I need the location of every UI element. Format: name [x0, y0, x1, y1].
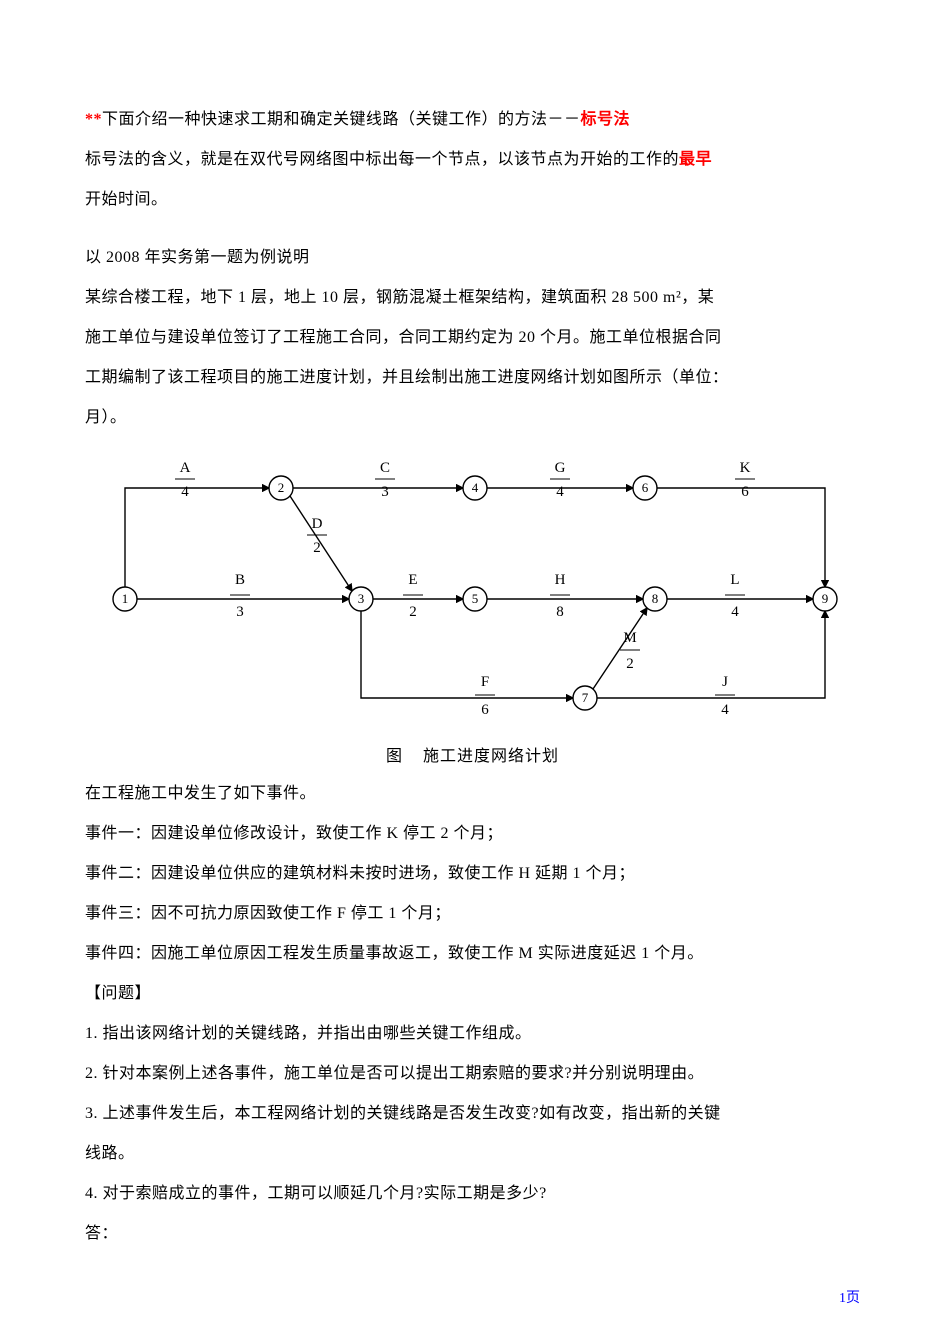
- intro-line-3: 开始时间。: [85, 180, 860, 220]
- question-4: 4. 对于索赔成立的事件，工期可以顺延几个月?实际工期是多少?: [85, 1174, 860, 1214]
- edge-label-B: B: [235, 572, 245, 588]
- node-label-3: 3: [358, 591, 365, 606]
- node-label-4: 4: [472, 480, 479, 495]
- example-title: 以 2008 年实务第一题为例说明: [85, 238, 860, 278]
- node-label-2: 2: [278, 480, 285, 495]
- edge-dur-G: 4: [556, 484, 564, 500]
- edge-A: [125, 488, 269, 587]
- earliest-word: 最早: [679, 151, 712, 168]
- edge-dur-M: 2: [626, 656, 634, 672]
- node-label-7: 7: [582, 690, 589, 705]
- example-p4: 月）。: [85, 398, 860, 438]
- node-label-9: 9: [822, 591, 829, 606]
- page-number-text: 1页: [839, 1291, 860, 1306]
- edge-dur-J: 4: [721, 702, 729, 718]
- diagram-caption: 图 施工进度网络计划: [85, 739, 860, 774]
- event-1: 事件一：因建设单位修改设计，致使工作 K 停工 2 个月；: [85, 814, 860, 854]
- intro-line-1: **下面介绍一种快速求工期和确定关键线路（关键工作）的方法－－标号法: [85, 100, 860, 140]
- edge-label-J: J: [722, 674, 728, 690]
- edge-F: [361, 611, 573, 698]
- edge-dur-E: 2: [409, 604, 417, 620]
- edge-label-C: C: [380, 460, 390, 476]
- caption-fig: 图: [386, 748, 403, 765]
- node-label-8: 8: [652, 591, 659, 606]
- edge-label-A: A: [180, 460, 191, 476]
- edge-dur-B: 3: [236, 604, 244, 620]
- caption-text: 施工进度网络计划: [423, 748, 559, 765]
- edge-label-E: E: [408, 572, 417, 588]
- event-3: 事件三：因不可抗力原因致使工作 F 停工 1 个月；: [85, 894, 860, 934]
- events-intro: 在工程施工中发生了如下事件。: [85, 774, 860, 814]
- question-3: 3. 上述事件发生后，本工程网络计划的关键线路是否发生改变?如有改变，指出新的关…: [85, 1094, 860, 1134]
- event-2: 事件二：因建设单位供应的建筑材料未按时进场，致使工作 H 延期 1 个月；: [85, 854, 860, 894]
- edge-label-H: H: [555, 572, 566, 588]
- intro-text-2a: 标号法的含义，就是在双代号网络图中标出每一个节点，以该节点为开始的工作的: [85, 151, 679, 168]
- question-2: 2. 针对本案例上述各事件，施工单位是否可以提出工期索赔的要求?并分别说明理由。: [85, 1054, 860, 1094]
- question-3b: 线路。: [85, 1134, 860, 1174]
- node-label-6: 6: [642, 480, 649, 495]
- leading-stars: **: [85, 111, 102, 128]
- edge-label-F: F: [481, 674, 489, 690]
- edge-label-K: K: [740, 460, 751, 476]
- edge-dur-C: 3: [381, 484, 389, 500]
- questions-title: 【问题】: [85, 974, 860, 1014]
- edge-label-M: M: [623, 630, 636, 646]
- example-p2: 施工单位与建设单位签订了工程施工合同，合同工期约定为 20 个月。施工单位根据合…: [85, 318, 860, 358]
- edge-K: [657, 488, 825, 587]
- edge-dur-A: 4: [181, 484, 189, 500]
- edge-dur-L: 4: [731, 604, 739, 620]
- node-label-1: 1: [122, 591, 129, 606]
- edge-dur-K: 6: [741, 484, 749, 500]
- answer-label: 答：: [85, 1214, 860, 1254]
- method-name: 标号法: [581, 111, 631, 128]
- edge-J: [597, 611, 825, 698]
- example-p3: 工期编制了该工程项目的施工进度计划，并且绘制出施工进度网络计划如图所示（单位：: [85, 358, 860, 398]
- example-p1: 某综合楼工程，地下 1 层，地上 10 层，钢筋混凝土框架结构，建筑面积 28 …: [85, 278, 860, 318]
- edge-dur-H: 8: [556, 604, 564, 620]
- page-number: 1页: [839, 1287, 860, 1307]
- network-diagram-wrap: A 4 B 3 C 3 D 2 E 2 F 6 G 4 H 8 J 4 K 6 L 4 M 2 1 2 3 4 5 6 7 8 9 图 施工进度…: [85, 444, 860, 774]
- network-diagram: A 4 B 3 C 3 D 2 E 2 F 6 G 4 H 8 J 4 K 6 L 4 M 2 1 2 3 4 5 6 7 8 9: [85, 444, 860, 734]
- intro-line-2: 标号法的含义，就是在双代号网络图中标出每一个节点，以该节点为开始的工作的最早: [85, 140, 860, 180]
- node-label-5: 5: [472, 591, 479, 606]
- event-4: 事件四：因施工单位原因工程发生质量事故返工，致使工作 M 实际进度延迟 1 个月…: [85, 934, 860, 974]
- edge-label-G: G: [555, 460, 566, 476]
- question-1: 1. 指出该网络计划的关键线路，并指出由哪些关键工作组成。: [85, 1014, 860, 1054]
- edge-dur-D: 2: [313, 540, 321, 556]
- edge-label-D: D: [312, 516, 323, 532]
- edge-M: [593, 608, 647, 689]
- edge-D: [290, 496, 352, 591]
- edge-label-L: L: [730, 572, 739, 588]
- edge-dur-F: 6: [481, 702, 489, 718]
- intro-text-1a: 下面介绍一种快速求工期和确定关键线路（关键工作）的方法－－: [102, 111, 581, 128]
